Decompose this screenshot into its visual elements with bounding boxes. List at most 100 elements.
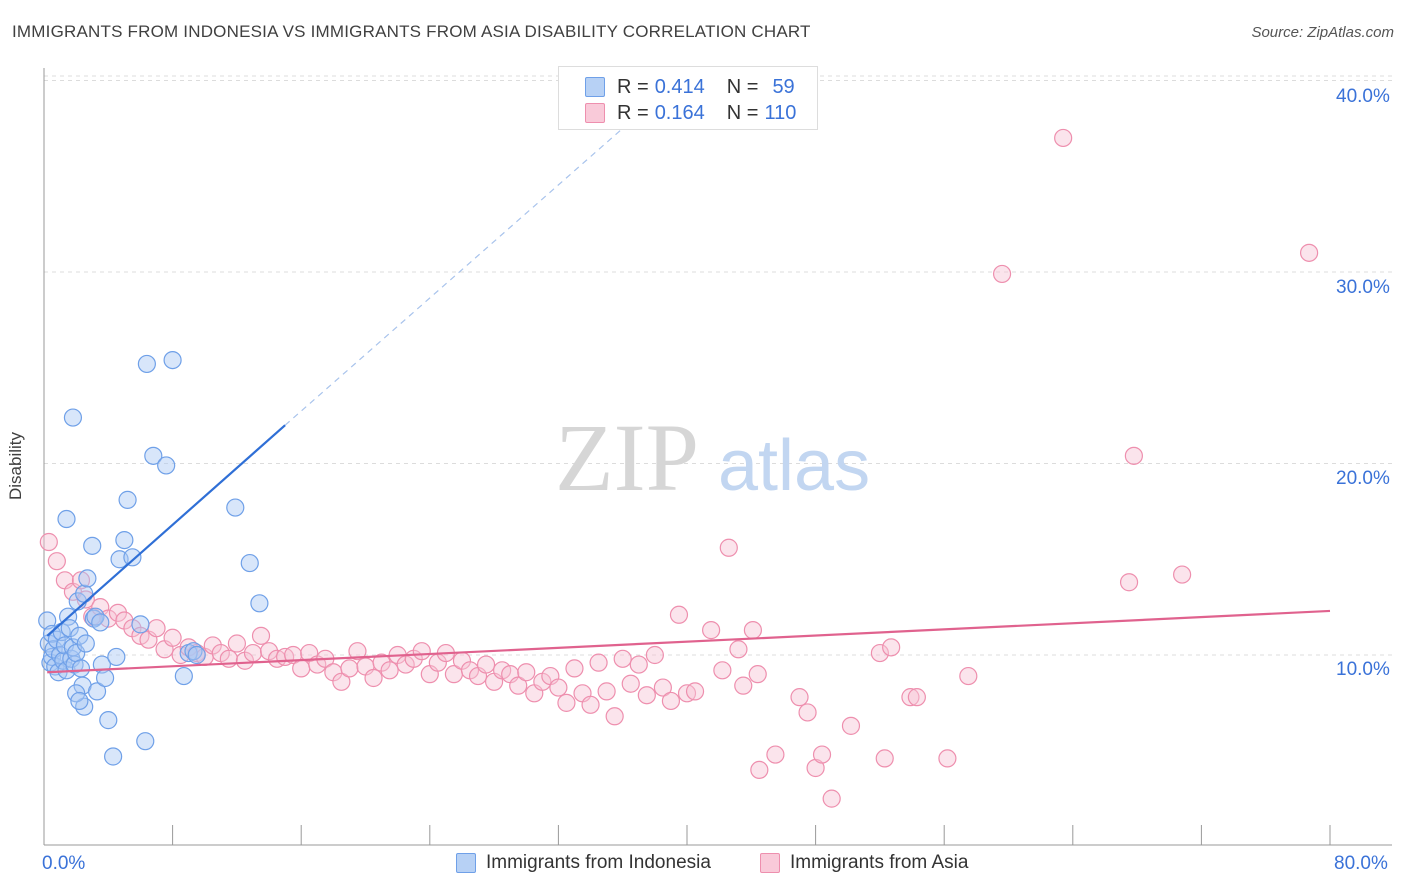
asia-point (729, 640, 748, 659)
indonesia-point (38, 611, 57, 630)
y-tick-label-10: 10.0% (1336, 659, 1390, 680)
watermark: ZIP atlas (555, 404, 870, 511)
indonesia-point (99, 711, 118, 730)
asia-point (790, 688, 809, 707)
indonesia-point (91, 613, 110, 632)
indonesia-point (136, 732, 155, 751)
indonesia-point (87, 682, 107, 701)
indonesia-point (174, 666, 193, 686)
asia-trend-line (47, 609, 1331, 674)
legend-row-indonesia: R = 0.414 N = 59 (585, 75, 795, 99)
asia-point (1300, 243, 1319, 262)
asia-point (959, 666, 978, 686)
asia-point (348, 642, 367, 661)
legend-n-label: N = (726, 75, 759, 98)
indonesia-point (144, 446, 163, 465)
indonesia-point (131, 615, 150, 634)
asia-point (653, 678, 672, 697)
axes (43, 68, 1392, 846)
legend-row-asia: R = 0.164 N = 110 (585, 101, 796, 125)
indonesia-point (78, 569, 97, 588)
asia-point (713, 661, 732, 680)
asia-point (412, 642, 431, 661)
legend-swatch-blue (585, 77, 605, 97)
asia-point (1124, 446, 1143, 465)
legend-swatch-pink (585, 103, 605, 123)
asia-point (332, 672, 351, 691)
indonesia-point (226, 498, 245, 517)
asia-point (1119, 573, 1139, 592)
asia-point (509, 676, 528, 695)
legend-label-indonesia: Immigrants from Indonesia (486, 852, 711, 873)
asia-point (685, 682, 705, 701)
watermark-atlas: atlas (718, 426, 870, 506)
asia-point (549, 678, 568, 697)
asia-point (938, 749, 957, 768)
asia-point (841, 716, 861, 735)
y-tick-label-20: 20.0% (1336, 468, 1390, 489)
asia-point (992, 264, 1012, 284)
y-tick-label-30: 30.0% (1336, 277, 1390, 298)
asia-point (907, 688, 926, 707)
asia-point (637, 686, 656, 705)
asia-point (380, 661, 399, 680)
indonesia-point (95, 668, 115, 688)
asia-point (702, 621, 721, 640)
indonesia-point (118, 490, 137, 509)
asia-point (47, 552, 66, 571)
asia-point (669, 605, 689, 624)
asia-point (597, 682, 616, 701)
asia-point (517, 663, 536, 682)
asia-point (645, 645, 664, 665)
asia-point (243, 643, 263, 663)
asia-point (589, 653, 608, 672)
asia-point (39, 532, 58, 552)
indonesia-point (75, 584, 94, 603)
asia-point (605, 707, 624, 726)
indonesia-point (57, 509, 76, 529)
y-tick-label-40: 40.0% (1336, 86, 1390, 107)
indonesia-point (62, 649, 81, 668)
indonesia-point (107, 647, 126, 667)
indonesia-point (60, 619, 79, 638)
asia-point (565, 659, 584, 678)
indonesia-trend-extension (284, 127, 624, 426)
legend-label-asia: Immigrants from Asia (790, 852, 969, 873)
indonesia-trend-line (46, 424, 286, 637)
series-legend-asia: Immigrants from Asia (760, 852, 968, 874)
asia-point (766, 745, 785, 764)
chart-title: IMMIGRANTS FROM INDONESIA VS IMMIGRANTS … (12, 22, 811, 41)
asia-point (629, 655, 648, 674)
watermark-zip: ZIP (555, 404, 699, 511)
asia-point (476, 655, 496, 674)
asia-point (340, 659, 359, 678)
series-legend-indonesia: Immigrants from Indonesia (456, 852, 711, 874)
indonesia-point (123, 548, 142, 567)
indonesia-point (86, 607, 105, 626)
asia-point (798, 703, 817, 722)
asia-points (39, 128, 1319, 808)
x-tick-label-max: 80.0% (1334, 853, 1388, 874)
indonesia-point (240, 553, 259, 573)
asia-point (661, 691, 681, 711)
indonesia-point (250, 594, 269, 613)
legend-r-value: 0.164 (654, 101, 705, 124)
asia-point (743, 621, 763, 640)
asia-point (748, 665, 767, 684)
asia-point (734, 676, 753, 695)
indonesia-point (163, 350, 182, 370)
indonesia-points (38, 350, 269, 766)
asia-point (750, 760, 769, 780)
asia-point (812, 745, 832, 764)
indonesia-point (75, 697, 94, 716)
asia-point (621, 674, 640, 693)
indonesia-point (63, 408, 83, 427)
legend-n-label: N = (726, 101, 759, 124)
indonesia-point (187, 645, 206, 665)
indonesia-point (115, 530, 134, 550)
legend-n-value: 59 (772, 75, 795, 98)
asia-point (875, 749, 894, 768)
asia-point (1054, 128, 1073, 148)
legend-swatch-pink (760, 853, 780, 873)
